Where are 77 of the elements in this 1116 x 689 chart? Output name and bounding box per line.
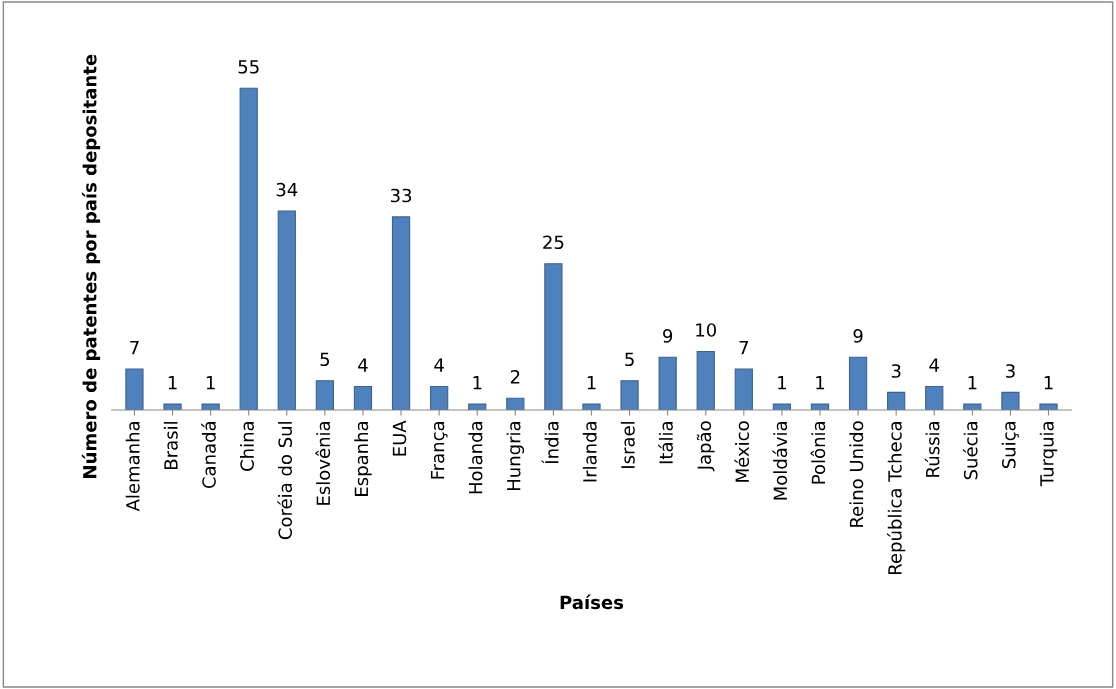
bar	[1039, 403, 1058, 410]
bar	[277, 210, 296, 410]
bar	[391, 216, 411, 410]
bar	[430, 386, 449, 410]
x-tick-label: Índia	[541, 422, 559, 464]
bar	[620, 380, 639, 410]
x-tick-label: Brasil	[163, 422, 178, 469]
bar	[163, 403, 182, 410]
x-tick-label: Itália	[658, 422, 673, 464]
data-label: 25	[543, 235, 564, 250]
data-label: 34	[276, 182, 298, 197]
data-label: 1	[168, 376, 177, 390]
x-tick-label: Rússia	[924, 422, 940, 477]
data-label: 9	[853, 329, 863, 343]
x-tick-label: Polônia	[810, 422, 826, 484]
data-label: 3	[891, 364, 901, 378]
bar	[544, 263, 563, 410]
y-axis-title: Número de patentes por país depositante	[81, 54, 101, 478]
data-label: 5	[625, 352, 634, 367]
x-tick-label: França	[430, 422, 448, 479]
x-tick-label: Japão	[696, 421, 715, 472]
bar	[925, 386, 944, 410]
bar	[887, 391, 906, 410]
bar	[353, 386, 373, 410]
data-label: 10	[696, 323, 717, 337]
x-tick-label: Moldávia	[772, 422, 788, 500]
x-tick-label: Suiça	[1001, 422, 1019, 469]
data-label: 1	[968, 376, 977, 390]
x-tick-label: Espanha	[354, 422, 372, 496]
x-tick-label: Suécia	[962, 422, 978, 480]
bar	[582, 403, 601, 410]
bar	[506, 397, 525, 410]
bar	[658, 356, 677, 410]
x-tick-label: Turquia	[1039, 422, 1058, 487]
x-tick-label: Holanda	[468, 422, 483, 494]
bar	[239, 87, 258, 410]
data-label: 1	[206, 376, 215, 390]
data-label: 4	[929, 358, 939, 372]
x-tick-label: República Tcheca	[887, 422, 906, 574]
data-label: 3	[1006, 364, 1015, 378]
data-label: 55	[238, 60, 259, 74]
bar	[468, 403, 487, 410]
data-label: 4	[358, 358, 368, 372]
bar	[1001, 391, 1020, 410]
data-label: 7	[739, 340, 749, 355]
x-tick-label: EUA	[392, 420, 407, 456]
data-label: 4	[434, 358, 444, 372]
x-tick-label: Israel	[620, 422, 635, 468]
x-tick-label: Hungria	[506, 422, 525, 491]
x-tick-label: Reino Unido	[849, 421, 864, 527]
data-label: 2	[510, 369, 520, 384]
x-tick-label: Coréia do Sul	[277, 422, 293, 540]
bar	[772, 403, 792, 410]
data-label: 33	[390, 188, 412, 203]
x-axis-title: Países	[560, 594, 624, 610]
bar	[201, 403, 220, 410]
data-label: 7	[130, 340, 139, 355]
data-label: 5	[320, 352, 330, 367]
x-tick-label: Irlanda	[582, 422, 597, 482]
x-tick-label: Canadá	[201, 422, 216, 489]
data-label: 1	[816, 376, 825, 390]
x-tick-label: China	[239, 422, 254, 471]
data-label: 1	[473, 376, 482, 390]
bar	[963, 403, 982, 410]
data-label: 1	[778, 376, 786, 390]
bar	[696, 350, 715, 410]
data-label: 9	[663, 329, 673, 343]
bar	[734, 368, 753, 410]
x-tick-label: Eslovênia	[315, 422, 331, 505]
bar	[315, 380, 335, 410]
bar	[848, 356, 868, 410]
x-tick-label: Alemanha	[125, 422, 140, 512]
data-label: 1	[587, 376, 596, 390]
bar	[125, 368, 144, 410]
bar	[810, 403, 830, 410]
x-tick-label: México	[734, 421, 750, 482]
data-label: 1	[1044, 376, 1053, 390]
